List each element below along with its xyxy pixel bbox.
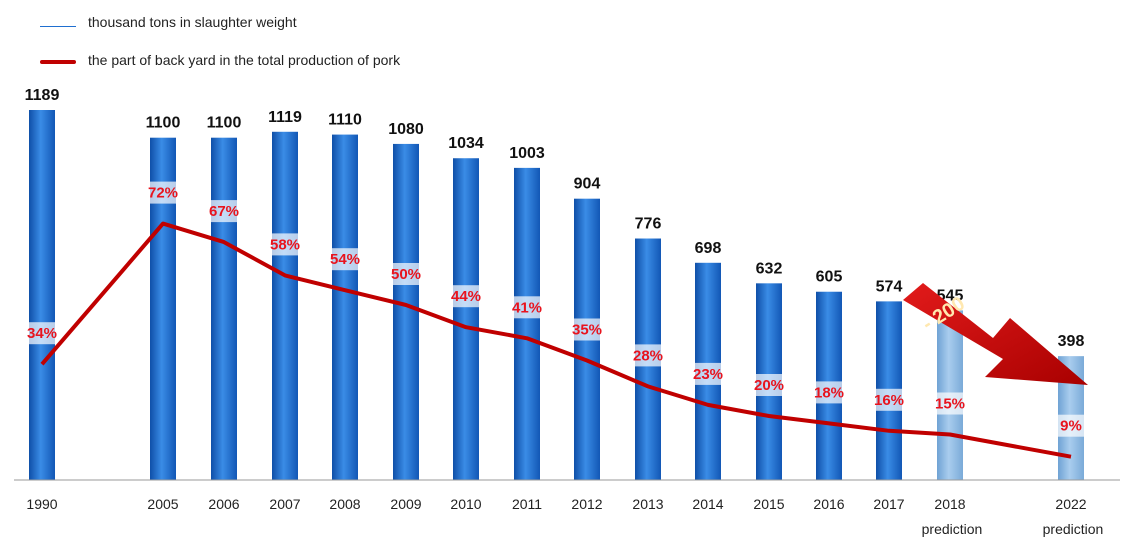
legend-bar-swatch [40,26,76,27]
legend-line-label: the part of back yard in the total produ… [88,52,401,68]
x-tick-label-1990: 1990 [26,496,57,512]
bar-2007 [272,131,298,480]
value-label-2005: 1100 [146,115,181,132]
percent-label-2014: 23% [693,366,723,383]
line-series-backyard [40,221,1072,459]
bar-highlight-2011 [514,296,540,319]
value-label-1990: 1189 [25,87,60,104]
x-tick-label-2012: 2012 [571,496,602,512]
value-label-2007: 1119 [268,109,302,126]
x-tick-label-2022: 2022 [1055,496,1086,512]
value-label-2017: 574 [876,278,903,295]
value-label-2022: 398 [1058,333,1085,350]
bar-highlight-2018 [937,392,963,415]
x-tick-label-2017: 2017 [873,496,904,512]
value-label-2008: 1110 [328,112,362,129]
bar-highlight-2009 [393,263,419,285]
value-label-2013: 776 [635,216,662,233]
value-label-2015: 632 [756,260,783,277]
x-tick-label-2018: 2018 [934,496,965,512]
value-label-2009: 1080 [388,121,424,138]
x-tick-label-2006: 2006 [208,496,239,512]
percent-label-2009: 50% [391,266,421,283]
percent-label-2017: 16% [874,392,904,409]
value-label-2011: 1003 [509,145,545,162]
percent-label-2007: 58% [270,236,300,253]
x-tick-label-2015: 2015 [753,496,784,512]
bar-2008 [332,134,358,480]
bar-highlight-2006 [211,200,237,223]
x-tick-label-2008: 2008 [329,496,360,512]
bar-2010 [453,158,479,480]
bar-highlight-2005 [150,181,176,204]
x-tick-label-2014: 2014 [692,496,723,512]
x-tick-label-2016: 2016 [813,496,844,512]
x-tick-label-2013: 2013 [632,496,663,512]
bar-highlight-2017 [876,388,902,411]
line-group [40,221,1072,459]
bar-highlight-2008 [332,248,358,271]
bar-2006 [211,137,237,480]
bar-highlight-2012 [574,318,600,341]
bar-highlight-2016 [816,381,842,404]
value-label-2014: 698 [695,240,722,257]
bar-highlight-2013 [635,344,661,367]
arrow-shape [903,283,1088,385]
value-label-2012: 904 [574,176,601,193]
x-tick-label-2007: 2007 [269,496,300,512]
bar-highlight-2014 [695,362,721,385]
percent-label-2005: 72% [148,185,178,202]
legend-line-swatch [40,60,76,64]
percent-label-2022: 9% [1060,418,1082,435]
bar-highlight-1990 [29,322,55,345]
percent-label-2012: 35% [572,322,602,339]
percent-label-2015: 20% [754,377,784,394]
percent-label-2008: 54% [330,251,360,268]
bar-highlight-2022 [1058,414,1084,437]
x-tick-label-2011: 2011 [512,496,542,512]
x-tick-label-2005: 2005 [147,496,178,512]
x-tick-note-2022: prediction [1043,521,1104,537]
bars-group [29,110,1084,481]
value-label-2016: 605 [816,269,843,286]
x-tick-note-2018: prediction [922,521,983,537]
value-label-2010: 1034 [448,135,484,152]
bar-2011 [514,167,540,481]
percent-label-2013: 28% [633,347,663,364]
bar-1990 [29,110,55,480]
bar-highlight-2015 [756,374,782,396]
percent-label-2010: 44% [451,288,481,305]
percent-label-2006: 67% [209,203,239,220]
percent-label-2016: 18% [814,384,844,401]
bar-highlight-2010 [453,285,479,308]
percent-label-1990: 34% [27,325,57,342]
bar-2009 [393,143,419,481]
labels-group: 1189 1990 1100 2005 1100 2006 1119 2007 1110 2008… [25,87,1104,537]
legend-bar-label: thousand tons in slaughter weight [88,14,297,30]
x-tick-label-2010: 2010 [450,496,481,512]
percent-label-2011: 41% [512,299,542,316]
x-tick-label-2009: 2009 [390,496,421,512]
value-label-2006: 1100 [207,115,242,132]
bar-highlight-2007 [272,233,298,256]
percent-label-2018: 15% [935,396,965,413]
